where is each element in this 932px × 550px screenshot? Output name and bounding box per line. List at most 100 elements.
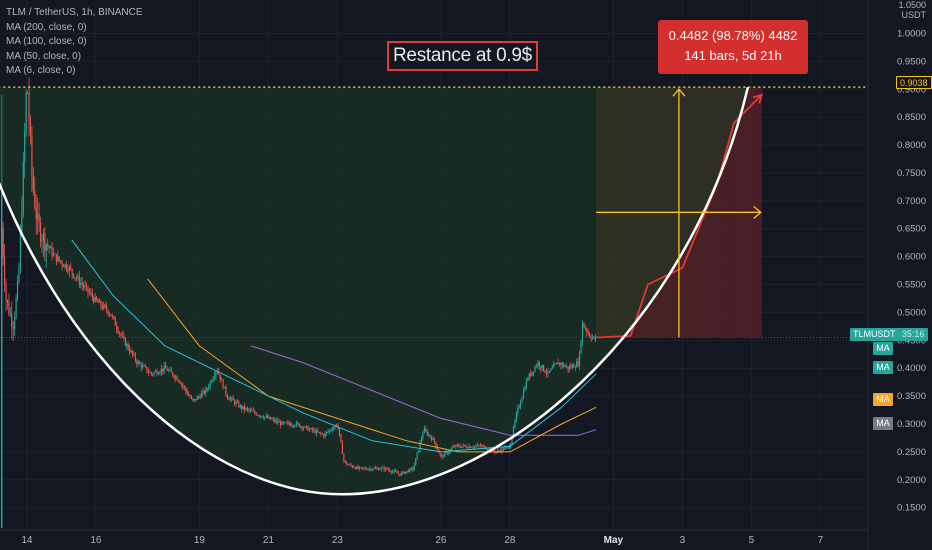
candle-body bbox=[47, 244, 49, 247]
candle-body bbox=[193, 398, 195, 401]
candles-layer bbox=[1, 77, 596, 477]
measure-label[interactable]: 0.4482 (98.78%) 4482 141 bars, 5d 21h bbox=[658, 20, 808, 74]
candle-body bbox=[509, 444, 512, 449]
candle-body bbox=[202, 390, 204, 394]
candle-body bbox=[14, 317, 16, 329]
candle-body bbox=[199, 396, 201, 398]
candle-body bbox=[169, 369, 171, 371]
price-tick-label: 0.2500 bbox=[897, 447, 926, 458]
candle-body bbox=[568, 366, 571, 370]
candle-body bbox=[393, 470, 395, 472]
candle-body bbox=[433, 438, 436, 442]
candle-body bbox=[557, 362, 559, 365]
candle-body bbox=[72, 273, 75, 278]
candle-body bbox=[136, 360, 138, 365]
candle-body bbox=[399, 473, 401, 476]
price-tick-label: 0.6500 bbox=[897, 224, 926, 235]
candle-body bbox=[555, 362, 558, 365]
candle-body bbox=[210, 381, 213, 383]
ma50-line bbox=[71, 239, 597, 453]
candle-body bbox=[150, 372, 152, 374]
candle-body bbox=[455, 444, 457, 447]
candle-body bbox=[376, 468, 378, 469]
candle-body bbox=[554, 364, 556, 365]
candle-body bbox=[412, 468, 414, 470]
candle-body bbox=[167, 370, 170, 372]
candle-body bbox=[367, 469, 369, 470]
legend-ma100[interactable]: MA (100, close, 0) bbox=[6, 36, 87, 47]
candle-body bbox=[432, 438, 434, 440]
candle-body bbox=[423, 428, 425, 434]
candle-body bbox=[336, 425, 338, 427]
candle-body bbox=[584, 327, 586, 330]
legend-symbol[interactable]: TLM / TetherUS, 1h, BINANCE bbox=[6, 7, 143, 18]
indicator-legend: TLM / TetherUS, 1h, BINANCE MA (200, clo… bbox=[6, 6, 143, 79]
candle-body bbox=[195, 398, 197, 401]
candle-body bbox=[442, 455, 444, 458]
candle-body bbox=[409, 468, 411, 472]
symbol-name: TLMUSDT bbox=[853, 329, 896, 339]
candle-body bbox=[98, 300, 101, 303]
candle-body bbox=[359, 467, 361, 469]
candle-body bbox=[301, 426, 303, 429]
candle-body bbox=[484, 445, 486, 449]
candle-body bbox=[429, 434, 431, 438]
candle-body bbox=[290, 424, 292, 426]
candle-body bbox=[164, 365, 167, 369]
candle-body bbox=[232, 397, 234, 401]
candle-body bbox=[380, 467, 382, 470]
candle-body bbox=[302, 427, 305, 429]
candle-body bbox=[75, 277, 78, 279]
candle-body bbox=[540, 366, 542, 369]
candle-body bbox=[567, 366, 569, 370]
candle-body bbox=[482, 445, 484, 447]
legend-ma200[interactable]: MA (200, close, 0) bbox=[6, 21, 87, 33]
candle-body bbox=[39, 222, 42, 242]
candle-body bbox=[152, 373, 154, 375]
candle-body bbox=[591, 337, 594, 339]
price-tick-label: 0.9500 bbox=[897, 56, 926, 67]
candle-body bbox=[208, 387, 210, 389]
candle-body bbox=[198, 396, 200, 398]
candle-body bbox=[149, 372, 151, 373]
candle-body bbox=[407, 470, 410, 472]
candle-body bbox=[323, 434, 325, 437]
candle-body bbox=[196, 396, 198, 401]
candle-body bbox=[108, 314, 111, 315]
candle-body bbox=[120, 333, 122, 336]
resistance-annotation[interactable]: Restance at 0.9$ bbox=[387, 41, 538, 71]
candle-body bbox=[532, 371, 535, 373]
measure-line-1: 0.4482 (98.78%) 4482 bbox=[668, 28, 798, 43]
candle-body bbox=[501, 448, 503, 452]
candle-body bbox=[439, 452, 441, 456]
legend-ma50[interactable]: MA (50, close, 0) bbox=[6, 50, 82, 62]
candle-body bbox=[100, 300, 102, 307]
candle-body bbox=[277, 420, 279, 423]
candle-body bbox=[558, 362, 561, 365]
candle-body bbox=[292, 425, 295, 427]
candle-body bbox=[485, 448, 487, 450]
candle-body bbox=[203, 390, 206, 394]
candle-body bbox=[538, 362, 540, 367]
legend-ma6[interactable]: MA (6, close, 0) bbox=[6, 65, 76, 76]
candle-body bbox=[81, 282, 83, 285]
candle-body bbox=[363, 468, 365, 469]
candle-body bbox=[589, 333, 591, 337]
candle-body bbox=[377, 468, 379, 471]
candle-body bbox=[179, 381, 181, 384]
candle-body bbox=[104, 304, 106, 307]
candle-body bbox=[440, 455, 443, 456]
axis-top-value: 1.0500 bbox=[898, 0, 926, 10]
candle-body bbox=[279, 421, 282, 426]
moving-averages-layer bbox=[71, 94, 763, 453]
candle-body bbox=[436, 446, 438, 450]
price-tick-label: 0.7500 bbox=[897, 168, 926, 179]
candle-body bbox=[238, 402, 240, 408]
candle-body bbox=[18, 267, 20, 282]
candle-body bbox=[471, 447, 473, 449]
candle-body bbox=[60, 260, 62, 262]
candle-body bbox=[282, 421, 285, 423]
candle-body bbox=[318, 432, 321, 433]
candle-body bbox=[346, 462, 348, 465]
